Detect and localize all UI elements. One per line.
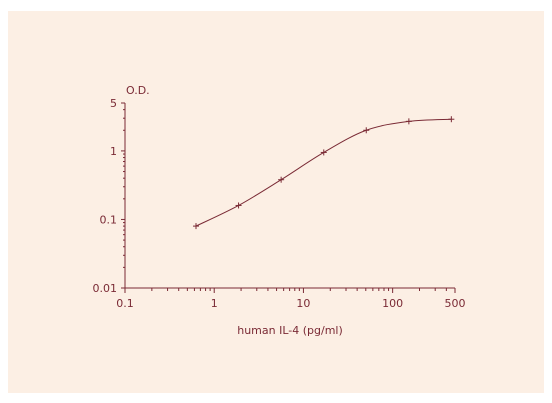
x-tick-label: 1 (211, 297, 218, 310)
series (193, 116, 455, 230)
chart-panel (8, 11, 544, 393)
data-point-marker (405, 118, 412, 125)
data-point-marker (448, 116, 455, 123)
y-tick-label: 0.1 (100, 213, 118, 226)
data-point-marker (278, 176, 285, 183)
x-tick-label: 10 (296, 297, 310, 310)
axes (124, 103, 455, 289)
data-point-marker (235, 202, 242, 209)
data-point-marker (363, 127, 370, 134)
standard-curve-line (195, 118, 452, 227)
x-tick-label: 500 (445, 297, 466, 310)
y-tick-label: 1 (110, 145, 117, 158)
y-tick-label: 5 (110, 97, 117, 110)
y-tick-label: 0.01 (93, 282, 118, 295)
x-axis-label: human IL-4 (pg/ml) (237, 324, 343, 337)
data-point-marker (320, 149, 327, 156)
x-tick-label: 0.1 (116, 297, 134, 310)
ticks: 0.01 0.1 1 5 0.1 1 10 100 500 (93, 97, 466, 310)
y-axis-label: O.D. (126, 84, 150, 97)
data-point-marker (193, 223, 200, 230)
x-tick-label: 100 (382, 297, 403, 310)
